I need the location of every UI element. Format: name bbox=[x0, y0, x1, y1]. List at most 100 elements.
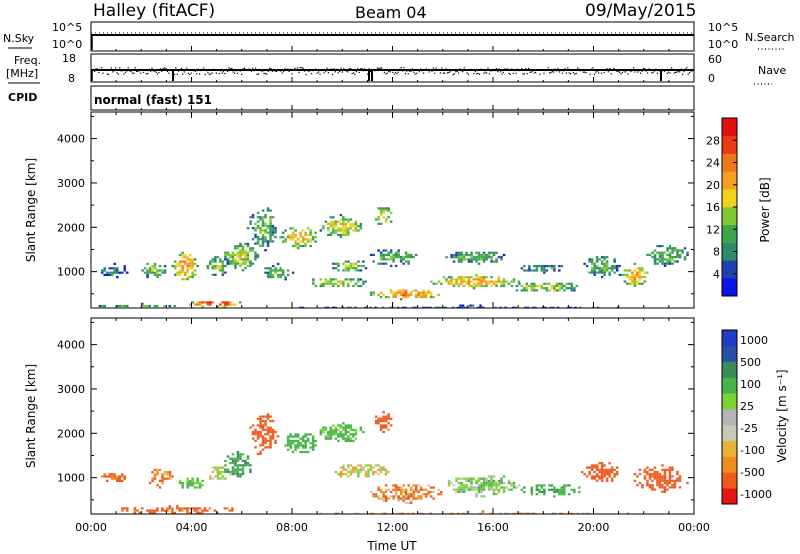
search-label: N.Search bbox=[745, 31, 795, 44]
search-tick-top: 10^5 bbox=[708, 21, 738, 34]
site-title: Halley (fitACF) bbox=[93, 1, 215, 21]
y-tick-label: 3000 bbox=[57, 177, 85, 190]
power-echo-region bbox=[101, 262, 129, 279]
sky-tick-top: 10^5 bbox=[52, 21, 82, 34]
power-echo-region bbox=[369, 249, 418, 267]
power-echo-region bbox=[430, 273, 521, 290]
velocity-colorbar-tick: 100 bbox=[740, 378, 761, 391]
velocity-echo-region bbox=[284, 433, 317, 454]
velocity-echo-region bbox=[633, 464, 689, 493]
velocity-colorbar-swatch bbox=[722, 361, 737, 378]
power-colorbar-swatch bbox=[722, 260, 737, 279]
power-colorbar-tick: 20 bbox=[706, 179, 720, 192]
power-ylabel: Slant Range [km] bbox=[24, 158, 38, 262]
velocity-colorbar-swatch bbox=[722, 330, 737, 347]
power-echo-region bbox=[299, 304, 620, 308]
velocity-colorbar-swatch bbox=[722, 472, 737, 489]
velocity-colorbar-tick: 25 bbox=[740, 400, 754, 413]
power-echo-region bbox=[520, 265, 564, 274]
velocity-colorbar-swatch bbox=[722, 393, 737, 410]
power-echo-region bbox=[189, 301, 242, 308]
y-tick-label: 1000 bbox=[57, 266, 85, 279]
search-tick-bottom: 10^0 bbox=[708, 38, 738, 51]
power-echo-region bbox=[141, 262, 167, 279]
y-tick-label: 2000 bbox=[57, 221, 85, 234]
velocity-colorbar-swatch bbox=[722, 488, 737, 505]
velocity-ylabel: Slant Range [km] bbox=[24, 364, 38, 468]
freq-label: Freq. bbox=[14, 54, 41, 67]
power-echo-region bbox=[583, 256, 621, 279]
velocity-colorbar-swatch bbox=[722, 424, 737, 442]
x-tick-label: 00:00 bbox=[75, 521, 107, 534]
velocity-echo-region bbox=[374, 411, 393, 434]
velocity-colorbar: 1000 500 100 25 -25 -100 -500 -1000 bbox=[721, 329, 772, 505]
velocity-echo-region bbox=[369, 484, 443, 505]
cpid-value: normal (fast) 151 bbox=[94, 93, 212, 107]
velocity-echo-region bbox=[209, 466, 232, 480]
power-echo-region bbox=[246, 207, 277, 252]
power-colorbar-tick: 8 bbox=[713, 246, 720, 259]
velocity-colorbar-tick: -25 bbox=[740, 422, 758, 435]
y-tick-label: 1000 bbox=[57, 472, 85, 485]
freq-tick-top: 18 bbox=[62, 52, 76, 65]
beam-label: Beam 04 bbox=[355, 3, 427, 22]
x-tick-label: 16:00 bbox=[477, 521, 509, 534]
velocity-echo-region bbox=[101, 473, 126, 482]
nave-tick-bottom: 0 bbox=[708, 72, 715, 85]
velocity-echo-region bbox=[178, 477, 204, 489]
velocity-echo-region bbox=[224, 451, 252, 478]
velocity-echo-region bbox=[580, 462, 619, 482]
velocity-echo-region bbox=[319, 510, 630, 514]
cpid-label: CPID bbox=[8, 91, 37, 104]
power-colorbar-swatch bbox=[722, 207, 737, 226]
power-echo-region bbox=[279, 227, 317, 250]
velocity-colorbar-tick: 500 bbox=[740, 356, 761, 369]
velocity-echo-region bbox=[520, 484, 581, 498]
power-echo-region bbox=[646, 245, 689, 267]
velocity-echo-region bbox=[121, 505, 234, 514]
velocity-axes: 1000 2000 3000 4000 00:00 04:00 08:00 12:00 16:0… bbox=[57, 318, 710, 534]
power-colorbar-swatch bbox=[722, 224, 737, 243]
power-colorbar-label: Power [dB] bbox=[758, 177, 772, 242]
power-echo-region bbox=[224, 242, 260, 272]
velocity-echo-region bbox=[447, 475, 521, 498]
power-colorbar-swatch bbox=[722, 171, 737, 190]
power-colorbar-swatch bbox=[722, 242, 737, 261]
power-echoes bbox=[98, 207, 689, 308]
velocity-colorbar-tick: -100 bbox=[740, 444, 765, 457]
x-tick-label: 00:00 bbox=[678, 521, 710, 534]
y-tick-label: 2000 bbox=[57, 427, 85, 440]
power-colorbar-swatch bbox=[722, 189, 737, 208]
velocity-echo-region bbox=[249, 413, 280, 456]
velocity-colorbar-tick: 1000 bbox=[740, 334, 768, 347]
power-echo-region bbox=[618, 262, 649, 287]
power-echo-region bbox=[374, 207, 393, 225]
velocity-echo-region bbox=[319, 422, 365, 442]
x-tick-label: 08:00 bbox=[276, 521, 308, 534]
y-tick-label: 3000 bbox=[57, 383, 85, 396]
velocity-colorbar-tick: -1000 bbox=[740, 488, 772, 501]
velocity-colorbar-swatch bbox=[722, 440, 737, 457]
nave-label: Nave bbox=[758, 64, 786, 77]
power-colorbar-swatch bbox=[722, 278, 737, 297]
power-echo-region bbox=[445, 251, 506, 265]
sky-tick-bottom: 10^0 bbox=[52, 38, 82, 51]
y-tick-label: 4000 bbox=[57, 339, 85, 352]
power-colorbar-tick: 24 bbox=[706, 157, 720, 170]
x-tick-label: 20:00 bbox=[578, 521, 610, 534]
freq-units: [MHz] bbox=[6, 67, 38, 80]
velocity-echo-region bbox=[148, 468, 174, 489]
velocity-colorbar-label: Velocity [m s⁻¹] bbox=[775, 369, 789, 462]
velocity-colorbar-tick: -500 bbox=[740, 466, 765, 479]
y-tick-label: 4000 bbox=[57, 133, 85, 146]
power-echo-region bbox=[319, 214, 363, 239]
power-echo-region bbox=[264, 262, 295, 281]
power-colorbar-swatch bbox=[722, 153, 737, 172]
velocity-echo-region bbox=[334, 464, 390, 478]
x-tick-label: 12:00 bbox=[377, 521, 409, 534]
x-tick-label: 04:00 bbox=[176, 521, 208, 534]
power-colorbar-tick: 28 bbox=[706, 134, 720, 147]
velocity-colorbar-swatch bbox=[722, 409, 737, 426]
power-colorbar-tick: 16 bbox=[706, 201, 720, 214]
